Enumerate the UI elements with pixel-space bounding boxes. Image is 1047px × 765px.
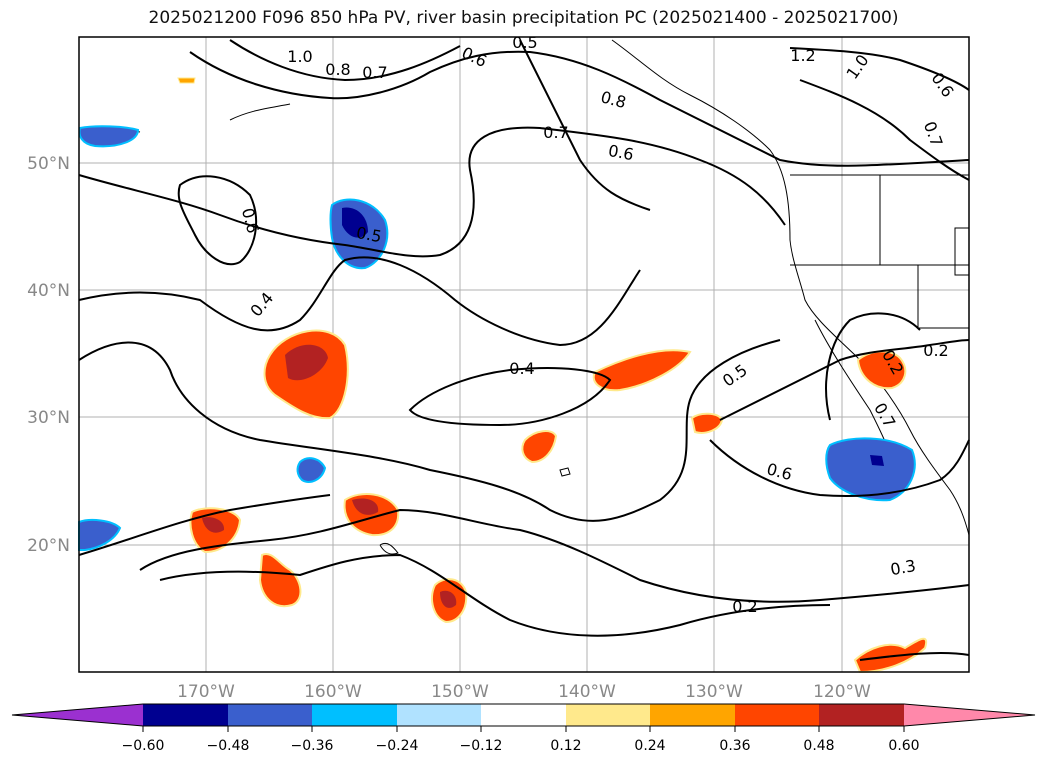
contour-label: 0.6 — [607, 141, 635, 164]
colorbar-tick-label: 0.60 — [888, 738, 919, 754]
contour-label: 1.0 — [287, 47, 312, 66]
lon-label: 140°W — [558, 682, 616, 702]
lon-label: 170°W — [177, 682, 235, 702]
figure-title: 2025021200 F096 850 hPa PV, river basin … — [148, 8, 899, 28]
lon-label: 120°W — [813, 682, 871, 702]
contour-label: 1.2 — [790, 46, 815, 65]
gridlines — [79, 37, 969, 672]
colorbar-tick-label: 0.24 — [634, 738, 665, 754]
latitude-labels: 50°N 40°N 30°N 20°N — [27, 154, 70, 556]
contour-label: 0.8 — [325, 60, 350, 79]
map-panel — [78, 36, 970, 674]
contour-label: 0.5 — [512, 33, 537, 52]
contour-label: 0.7 — [543, 123, 568, 142]
colorbar-tick-label: −0.12 — [460, 738, 503, 754]
lat-label: 20°N — [27, 536, 70, 556]
contour-label: 0.7 — [362, 63, 387, 82]
contour-label: 0.3 — [889, 556, 917, 579]
contour-label: 0.2 — [732, 597, 757, 616]
colorbar-extend-right — [904, 704, 1035, 726]
colorbar-tick-label: 0.36 — [719, 738, 750, 754]
colorbar-bin — [566, 704, 650, 726]
precip-anomalies — [78, 77, 928, 674]
colorbar-tick-label: −0.36 — [291, 738, 334, 754]
colorbar: −0.60 −0.48 −0.36 −0.24 −0.12 0.12 0.24 … — [11, 703, 1036, 754]
colorbar-bin — [143, 704, 228, 726]
colorbar-bin — [481, 704, 566, 726]
map-border — [78, 36, 970, 673]
contour-label: 0.4 — [509, 359, 534, 378]
colorbar-extend-left — [12, 704, 143, 726]
contour-label: 0.2 — [923, 341, 948, 360]
colorbar-tick-label: −0.24 — [376, 738, 419, 754]
lat-label: 40°N — [27, 281, 70, 301]
colorbar-tick-label: −0.60 — [122, 738, 165, 754]
colorbar-bin — [312, 704, 397, 726]
colorbar-tick-label: −0.48 — [207, 738, 250, 754]
colorbar-bin — [650, 704, 735, 726]
lon-label: 130°W — [685, 682, 743, 702]
colorbar-tick-label: 0.48 — [803, 738, 834, 754]
contour-label: 0.5 — [355, 223, 383, 246]
colorbar-bin — [228, 704, 312, 726]
colorbar-tick-label: 0.12 — [550, 738, 581, 754]
colorbar-bin — [819, 704, 904, 726]
colorbar-bin — [735, 704, 819, 726]
lat-label: 30°N — [27, 408, 70, 428]
lon-label: 150°W — [431, 682, 489, 702]
colorbar-bin — [397, 704, 481, 726]
lat-label: 50°N — [27, 154, 70, 174]
pv-contours — [78, 39, 970, 661]
lon-label: 160°W — [304, 682, 362, 702]
longitude-labels: 170°W 160°W 150°W 140°W 130°W 120°W — [177, 682, 871, 702]
